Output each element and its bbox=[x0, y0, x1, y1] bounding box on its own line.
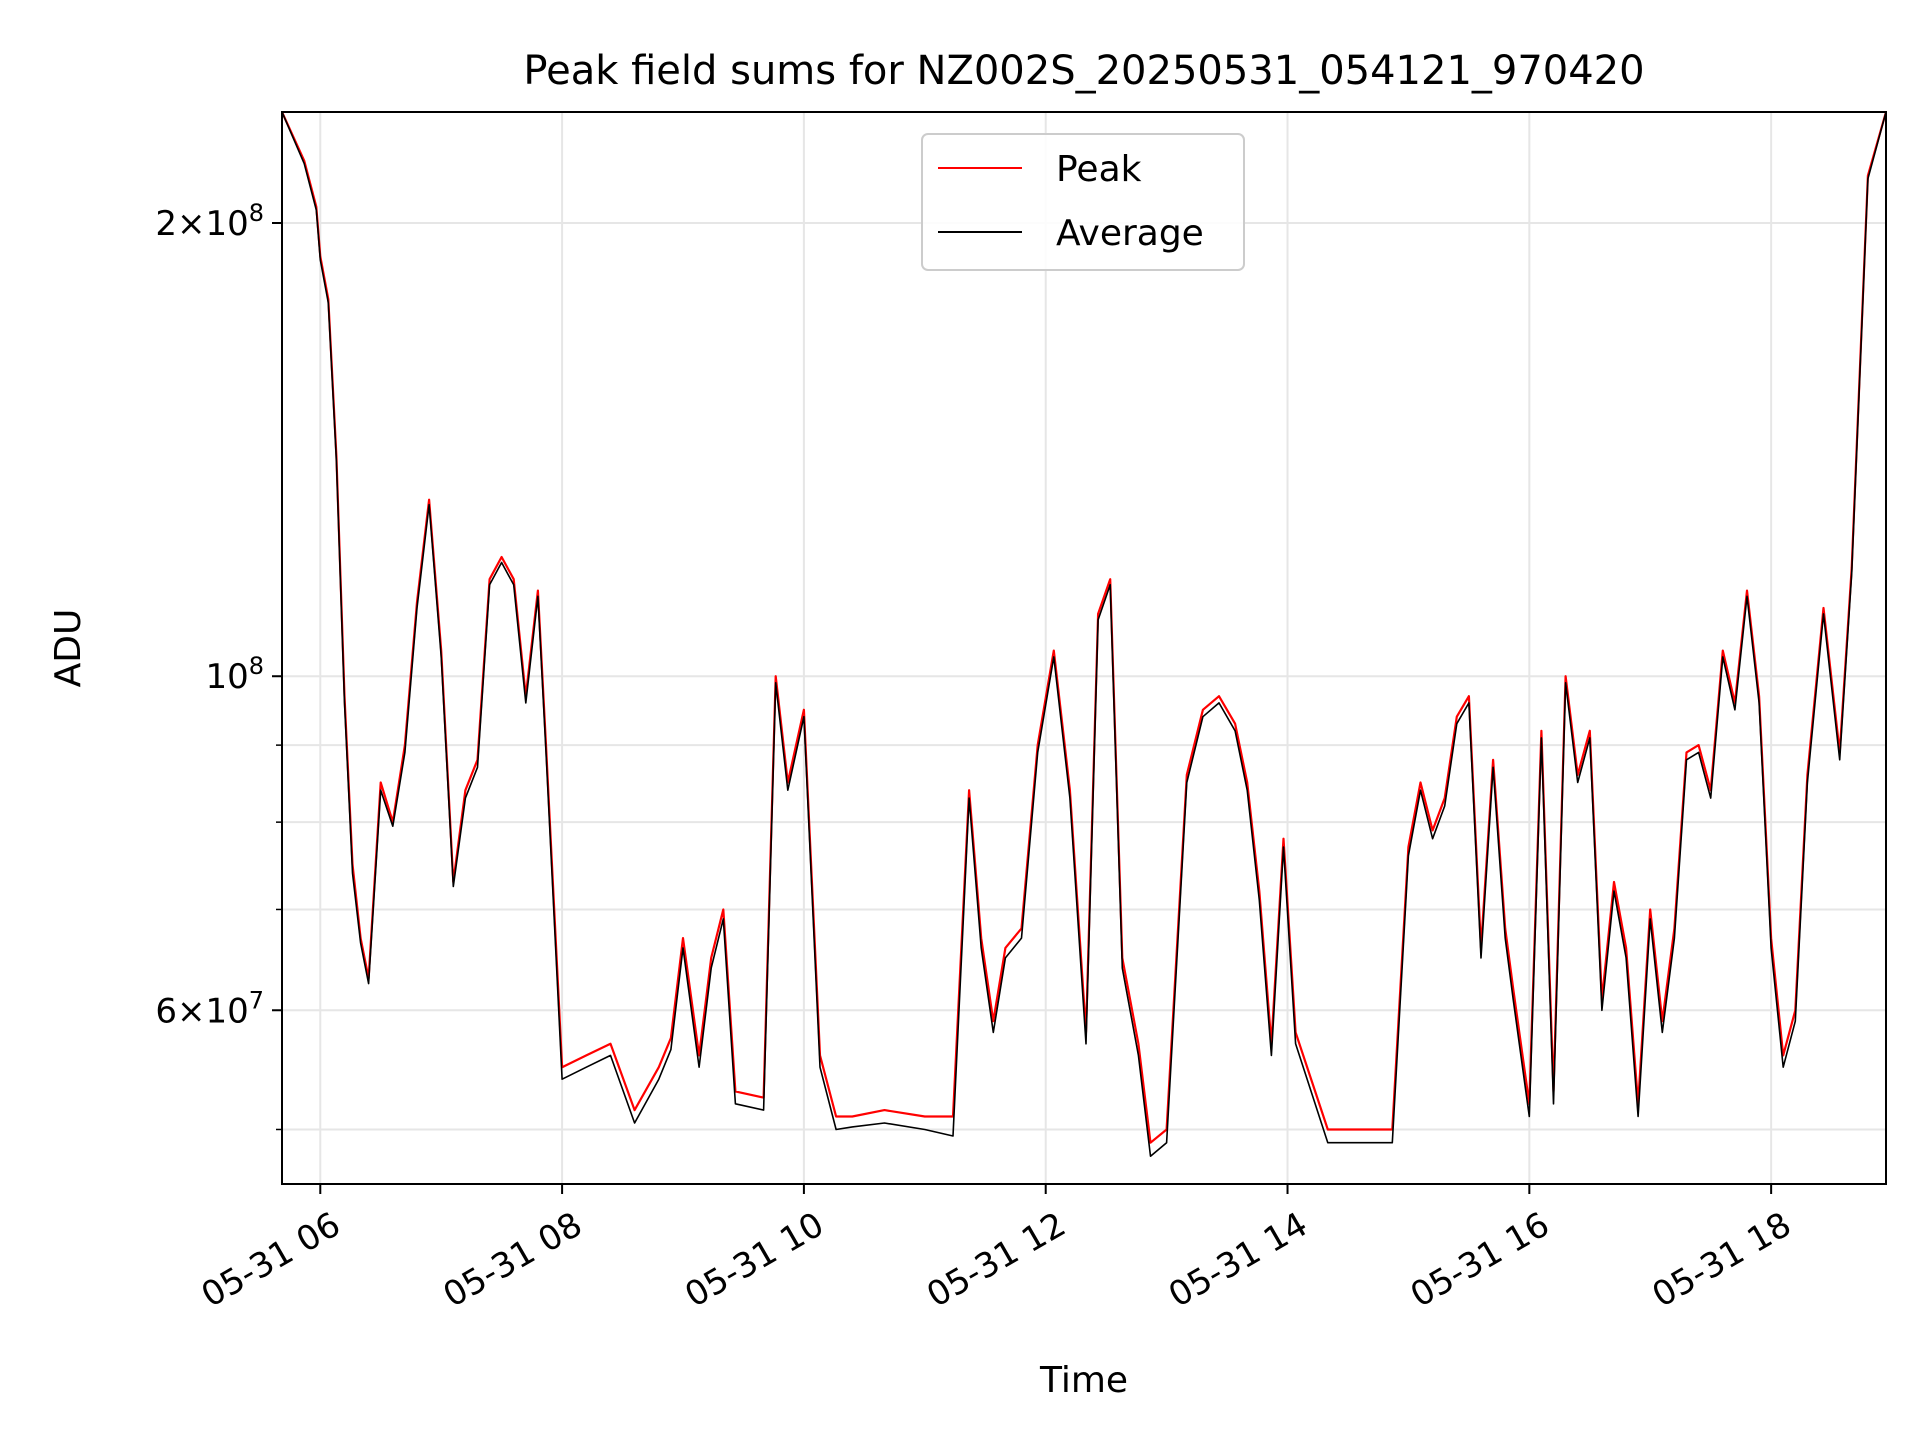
plot-series bbox=[280, 111, 1888, 1157]
y-tick-label: 2×108 bbox=[155, 199, 264, 244]
legend-label-peak: Peak bbox=[1056, 149, 1142, 190]
x-axis-label: Time bbox=[1039, 1360, 1128, 1401]
y-axis-label: ADU bbox=[48, 609, 89, 688]
legend: Peak Average bbox=[921, 133, 1245, 271]
chart-title: Peak field sums for NZ002S_20250531_0541… bbox=[523, 48, 1644, 94]
plot-frame bbox=[281, 111, 1887, 1185]
y-axis-ticks: 2×108 108 6×107 bbox=[155, 199, 282, 1131]
legend-label-average: Average bbox=[1056, 213, 1204, 254]
series-line-average bbox=[281, 111, 1887, 1157]
y-tick-label: 6×107 bbox=[155, 986, 264, 1031]
y-tick-label: 108 bbox=[205, 652, 264, 697]
